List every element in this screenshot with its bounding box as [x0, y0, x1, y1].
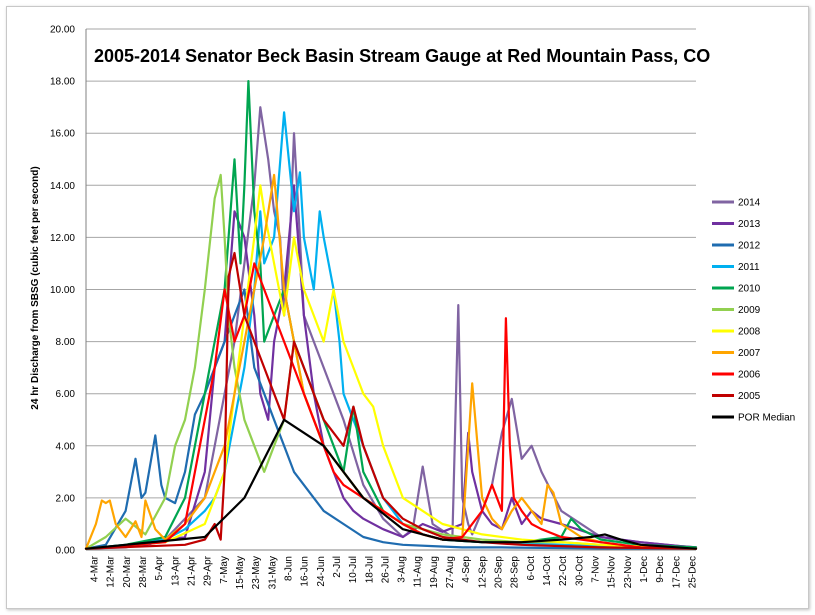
series-line-2005	[84, 251, 698, 550]
x-tick-label: 23-Nov	[623, 556, 634, 588]
x-tick-label: 30-Oct	[574, 556, 585, 586]
x-tick-label: 7-May	[219, 556, 230, 584]
y-axis-label: 24 hr Discharge from SBSG (cubic feet pe…	[30, 166, 41, 409]
x-tick-label: 7-Nov	[591, 556, 602, 583]
x-tick-label: 12-Mar	[106, 555, 117, 587]
x-tick-label: 13-Apr	[170, 555, 181, 586]
x-tick-label: 19-Aug	[429, 556, 440, 588]
chart-title: 2005-2014 Senator Beck Basin Stream Gaug…	[94, 46, 710, 66]
x-tick-label: 4-Sep	[461, 556, 472, 583]
series-line-2014	[84, 106, 698, 550]
legend-label: 2009	[738, 305, 761, 316]
y-tick-label: 16.00	[50, 129, 75, 140]
legend-label: 2013	[738, 219, 761, 230]
x-tick-label: 4-Mar	[90, 555, 101, 582]
y-tick-label: 0.00	[56, 546, 76, 557]
x-tick-label: 23-May	[251, 556, 262, 589]
x-tick-label: 8-Jun	[283, 556, 294, 581]
x-tick-label: 31-May	[267, 556, 278, 589]
x-axis-ticks: 4-Mar 12-Mar 20-Mar 28-Mar 5-Apr 13-Apr 21-Apr…	[90, 555, 699, 589]
x-tick-label: 1-Dec	[639, 556, 650, 583]
y-axis-ticks: 0.00 2.00 4.00 6.00 8.00 10.00 12.00 14.00 16.00…	[50, 25, 75, 557]
legend-label: 2007	[738, 348, 761, 359]
y-tick-label: 2.00	[56, 493, 76, 504]
legend-label: 2006	[738, 370, 761, 381]
series-line-2011	[84, 111, 698, 550]
y-tick-label: 12.00	[50, 233, 75, 244]
x-tick-label: 14-Oct	[542, 556, 553, 586]
series-line-2012	[84, 288, 698, 550]
x-tick-label: 15-May	[235, 556, 246, 589]
x-tick-label: 20-Sep	[494, 556, 505, 589]
series-line-2010	[84, 80, 698, 550]
x-tick-label: 25-Dec	[688, 556, 699, 588]
legend-label: 2005	[738, 391, 761, 402]
series-line-2006	[84, 262, 698, 550]
x-tick-label: 5-Apr	[154, 555, 165, 580]
x-tick-label: 17-Dec	[671, 556, 682, 588]
x-tick-label: 28-Mar	[138, 555, 149, 587]
series-line-2008	[84, 184, 698, 550]
x-tick-label: 9-Dec	[655, 556, 666, 583]
legend-label: 2012	[738, 241, 761, 252]
x-tick-label: 20-Mar	[122, 555, 133, 587]
y-tick-label: 4.00	[56, 441, 76, 452]
legend-label: POR Median	[738, 413, 795, 424]
x-tick-label: 3-Aug	[397, 556, 408, 583]
y-tick-label: 6.00	[56, 389, 76, 400]
x-tick-label: 10-Jul	[348, 556, 359, 583]
series-line-por-median	[84, 418, 698, 550]
x-tick-label: 18-Jul	[364, 556, 375, 583]
legend-label: 2010	[738, 284, 761, 295]
y-tick-label: 14.00	[50, 181, 75, 192]
series-lines	[84, 80, 698, 550]
x-tick-label: 21-Apr	[186, 555, 197, 586]
x-tick-label: 6-Oct	[526, 556, 537, 581]
gridlines	[85, 28, 696, 551]
legend: 2014 2013 2012 2011 2010 2009 2008 2007 2006 2005…	[712, 198, 795, 424]
x-tick-label: 29-Apr	[203, 555, 214, 586]
x-tick-label: 26-Jul	[380, 556, 391, 583]
y-tick-label: 20.00	[50, 25, 75, 36]
x-tick-label: 12-Sep	[477, 556, 488, 589]
x-tick-label: 16-Jun	[300, 556, 311, 587]
x-tick-label: 15-Nov	[607, 556, 618, 588]
y-tick-label: 18.00	[50, 77, 75, 88]
legend-label: 2011	[738, 262, 760, 273]
x-tick-label: 2-Jul	[332, 556, 343, 578]
legend-label: 2014	[738, 198, 761, 209]
x-tick-label: 28-Sep	[510, 556, 521, 589]
x-tick-label: 27-Aug	[445, 556, 456, 588]
legend-label: 2008	[738, 327, 761, 338]
chart-frame	[6, 6, 809, 609]
y-tick-label: 10.00	[50, 285, 75, 296]
x-tick-label: 22-Oct	[558, 556, 569, 586]
x-tick-label: 24-Jun	[316, 556, 327, 587]
x-tick-label: 11-Aug	[413, 556, 424, 588]
y-tick-label: 8.00	[56, 337, 76, 348]
